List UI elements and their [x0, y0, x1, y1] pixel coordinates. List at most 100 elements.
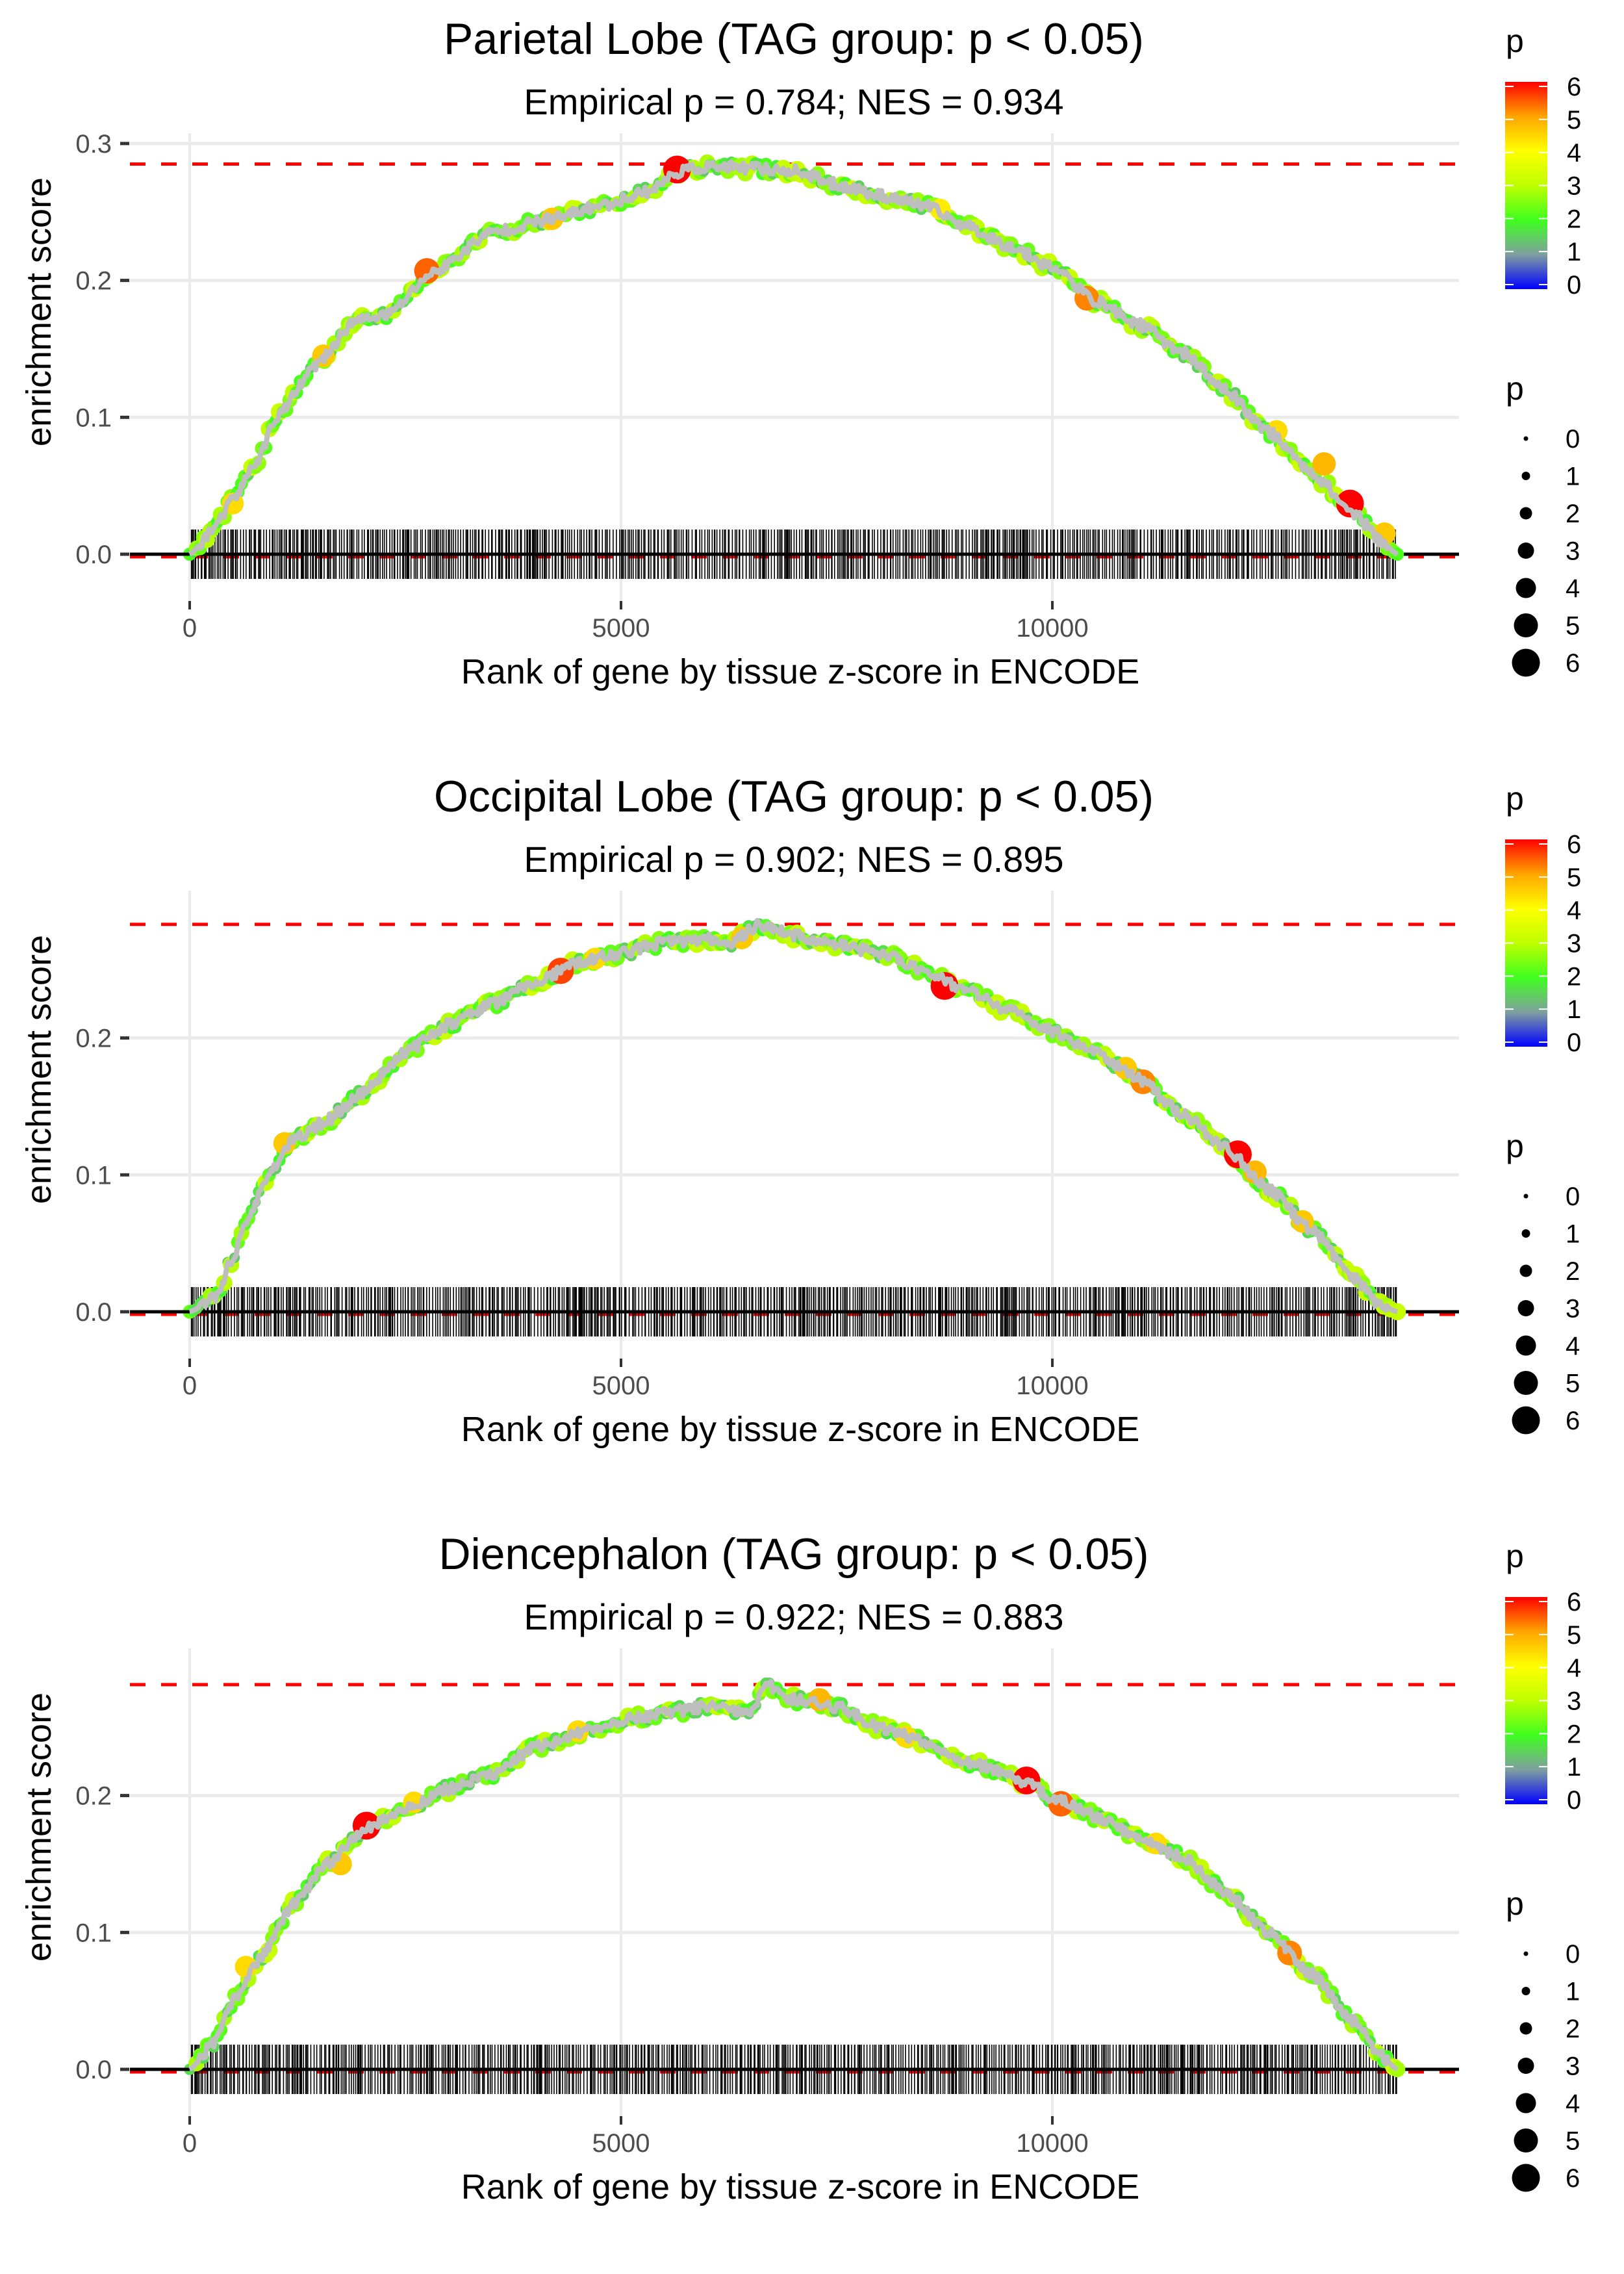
size-legend-label: 4	[1566, 1332, 1580, 1361]
y-axis-title: enrichment score	[19, 177, 58, 446]
panel-subtitle: Empirical p = 0.902; NES = 0.895	[524, 839, 1063, 880]
size-legend-dot	[1521, 472, 1530, 480]
colorbar-label: 1	[1567, 995, 1581, 1024]
size-legend-dot	[1519, 1264, 1532, 1277]
size-legend-dot	[1523, 1951, 1529, 1956]
colorbar-label: 2	[1567, 205, 1581, 233]
size-legend-label: 5	[1566, 1370, 1580, 1398]
x-tick-label: 10000	[1016, 614, 1088, 643]
size-legend-title: p	[1506, 1128, 1524, 1164]
colorbar-label: 0	[1567, 1786, 1581, 1815]
x-tick-label: 10000	[1016, 2129, 1088, 2158]
y-tick-label: 0.2	[75, 1782, 112, 1811]
colorbar-label: 6	[1567, 73, 1581, 101]
y-tick-label: 0.2	[75, 1025, 112, 1053]
size-legend-dot	[1514, 1371, 1538, 1395]
size-legend-label: 6	[1566, 649, 1580, 678]
size-legend-label: 1	[1566, 463, 1580, 491]
size-legend-label: 4	[1566, 2089, 1580, 2118]
legends: p p 0 1 2 3 4 5 6 0 1 2 3 4 5 6	[1505, 23, 1581, 678]
plot-area: 0.0 0.1 0.2 0 5000 10000	[75, 1648, 1459, 2158]
size-legend-dot	[1512, 648, 1540, 677]
y-axis-title: enrichment score	[19, 1693, 58, 1961]
plot-area: 0.0 0.1 0.2 0 5000 10000	[75, 891, 1459, 1400]
x-tick-label: 0	[183, 2129, 197, 2158]
size-legend-dot	[1519, 507, 1532, 520]
size-legend-label: 5	[1566, 2127, 1580, 2156]
x-axis-title: Rank of gene by tissue z-score in ENCODE	[461, 652, 1139, 691]
y-tick-label: 0.0	[75, 541, 112, 569]
colorbar-legend-title: p	[1506, 23, 1524, 59]
size-legend-label: 3	[1566, 2052, 1580, 2081]
x-tick-label: 5000	[592, 1372, 650, 1400]
colorbar-label: 3	[1567, 930, 1581, 958]
size-legend-label: 2	[1566, 2015, 1580, 2043]
y-tick-label: 0.3	[75, 130, 112, 159]
panel-parietal-lobe: Parietal Lobe (TAG group: p < 0.05) Empi…	[19, 14, 1581, 691]
colorbar-label: 5	[1567, 863, 1581, 892]
size-legend-label: 1	[1566, 1978, 1580, 2006]
y-tick-label: 0.0	[75, 1298, 112, 1327]
y-axis-title: enrichment score	[19, 935, 58, 1204]
panel-subtitle: Empirical p = 0.922; NES = 0.883	[524, 1596, 1063, 1637]
panel-subtitle: Empirical p = 0.784; NES = 0.934	[524, 81, 1063, 122]
colorbar-label: 3	[1567, 172, 1581, 201]
panel-title: Parietal Lobe (TAG group: p < 0.05)	[444, 14, 1144, 64]
size-legend-dot	[1523, 1194, 1529, 1199]
size-legend-title: p	[1506, 370, 1524, 407]
y-tick-label: 0.2	[75, 267, 112, 296]
x-tick-label: 0	[183, 1372, 197, 1400]
colorbar-label: 4	[1567, 1654, 1581, 1683]
x-axis-title: Rank of gene by tissue z-score in ENCODE	[461, 2167, 1139, 2206]
size-legend-dot	[1516, 578, 1536, 598]
panel-title: Occipital Lobe (TAG group: p < 0.05)	[434, 772, 1154, 821]
colorbar-label: 1	[1567, 1753, 1581, 1782]
x-tick-label: 5000	[592, 614, 650, 643]
colorbar-label: 3	[1567, 1687, 1581, 1716]
es-point-highlight	[414, 258, 440, 284]
y-tick-label: 0.1	[75, 1919, 112, 1947]
size-legend-title: p	[1506, 1885, 1524, 1922]
colorbar-label: 0	[1567, 1028, 1581, 1057]
size-legend-label: 0	[1566, 1182, 1580, 1211]
legends: p p 0 1 2 3 4 5 6 0 1 2 3 4 5 6	[1505, 780, 1581, 1435]
colorbar-label: 0	[1567, 271, 1581, 300]
size-legend-dot	[1517, 543, 1534, 559]
size-legend-dot	[1521, 1229, 1530, 1238]
size-legend-label: 0	[1566, 1940, 1580, 1969]
size-legend-dot	[1516, 2093, 1536, 2114]
x-tick-label: 10000	[1016, 1372, 1088, 1400]
colorbar-legend-title: p	[1506, 780, 1524, 817]
size-legend-label: 3	[1566, 537, 1580, 566]
size-legend-dot	[1516, 1335, 1536, 1356]
size-legend-label: 3	[1566, 1295, 1580, 1323]
colorbar-label: 6	[1567, 1588, 1581, 1616]
es-line	[188, 1679, 1399, 2072]
es-point-highlight	[1312, 452, 1336, 476]
size-legend-dot	[1517, 2058, 1534, 2074]
es-line	[188, 917, 1399, 1314]
colorbar-label: 4	[1567, 139, 1581, 168]
y-tick-label: 0.1	[75, 403, 112, 432]
colorbar-label: 2	[1567, 1720, 1581, 1748]
panel-title: Diencephalon (TAG group: p < 0.05)	[438, 1529, 1148, 1579]
size-legend-label: 4	[1566, 574, 1580, 603]
size-legend-label: 6	[1566, 1407, 1580, 1435]
es-points	[183, 918, 1406, 1321]
size-legend-dot	[1514, 2128, 1538, 2153]
colorbar-label: 5	[1567, 1621, 1581, 1650]
size-legend-label: 2	[1566, 1257, 1580, 1286]
x-tick-label: 5000	[592, 2129, 650, 2158]
colorbar-label: 2	[1567, 962, 1581, 991]
size-legend-label: 0	[1566, 425, 1580, 454]
x-axis-title: Rank of gene by tissue z-score in ENCODE	[461, 1410, 1139, 1449]
y-tick-label: 0.0	[75, 2056, 112, 2084]
size-legend-dot	[1512, 2164, 1540, 2192]
size-legend-label: 6	[1566, 2164, 1580, 2193]
size-legend-label: 1	[1566, 1220, 1580, 1249]
colorbar-label: 4	[1567, 897, 1581, 925]
colorbar-label: 5	[1567, 106, 1581, 134]
colorbar-label: 1	[1567, 238, 1581, 266]
size-legend-label: 5	[1566, 612, 1580, 641]
